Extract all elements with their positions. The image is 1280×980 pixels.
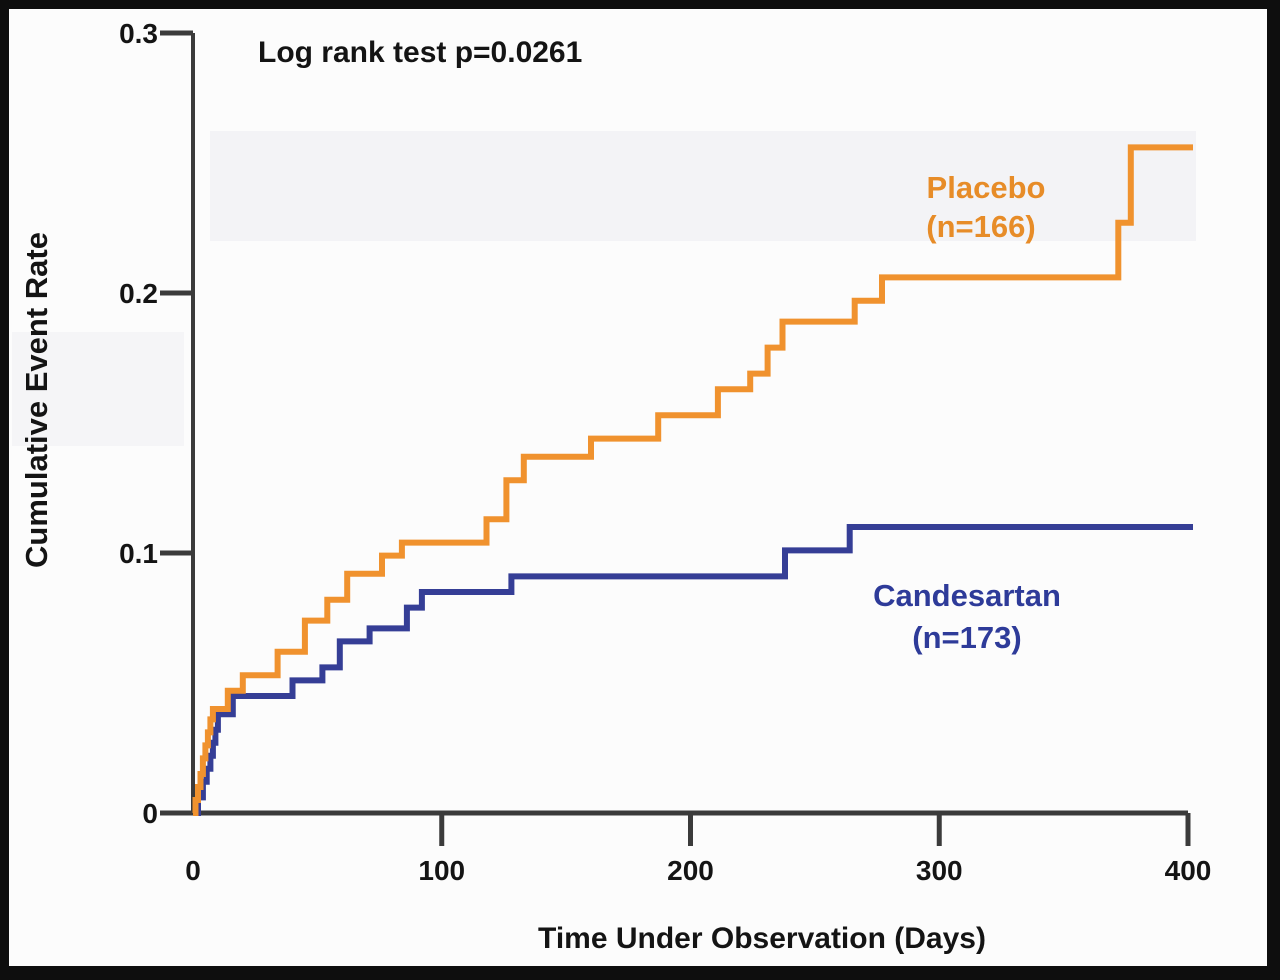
y-tick-label: 0.1 bbox=[119, 538, 158, 569]
x-tick-label: 300 bbox=[916, 855, 963, 886]
y-tick-label: 0 bbox=[142, 798, 158, 829]
x-tick-label: 400 bbox=[1165, 855, 1212, 886]
x-tick-label: 100 bbox=[418, 855, 465, 886]
scan-artifact-blotch bbox=[12, 332, 184, 446]
scan-artifact-band bbox=[210, 131, 1196, 241]
legend-placebo-n: (n=166) bbox=[926, 209, 1036, 244]
placebo-curve bbox=[192, 144, 1193, 816]
legend-placebo-name: Placebo bbox=[926, 170, 1046, 205]
log-rank-annotation: Log rank test p=0.0261 bbox=[258, 36, 583, 69]
candesartan-curve bbox=[193, 524, 1193, 816]
legend-candesartan-name: Candesartan bbox=[873, 578, 1061, 613]
x-tick-label: 0 bbox=[185, 855, 201, 886]
y-tick-label: 0.2 bbox=[119, 278, 158, 309]
x-tick-label: 200 bbox=[667, 855, 714, 886]
x-axis-title: Time Under Observation (Days) bbox=[538, 922, 986, 955]
y-tick-label: 0.3 bbox=[119, 18, 158, 49]
y-axis-title: Cumulative Event Rate bbox=[19, 232, 54, 568]
legend-candesartan-n: (n=173) bbox=[912, 620, 1022, 655]
